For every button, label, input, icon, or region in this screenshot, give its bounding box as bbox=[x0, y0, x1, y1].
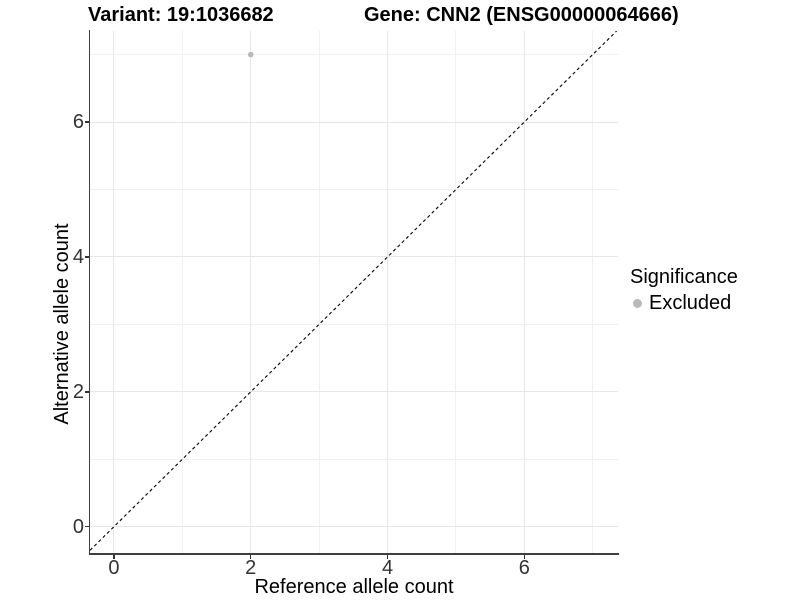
horizontal-gridline bbox=[90, 188, 618, 190]
legend-items: Excluded bbox=[630, 292, 738, 315]
x-axis-title: Reference allele count bbox=[254, 576, 454, 598]
horizontal-gridline bbox=[90, 458, 618, 460]
y-tick-label: 0 bbox=[72, 515, 84, 538]
legend-item: Excluded bbox=[630, 292, 738, 315]
y-tick-label: 4 bbox=[72, 245, 84, 268]
x-axis-tick bbox=[249, 554, 252, 559]
vertical-gridline bbox=[523, 31, 525, 553]
horizontal-gridline bbox=[90, 323, 618, 325]
horizontal-gridline bbox=[90, 121, 618, 123]
legend-title: Significance bbox=[630, 266, 738, 288]
legend-item-label: Excluded bbox=[649, 292, 732, 314]
vertical-gridline bbox=[113, 31, 115, 553]
y-axis-tick bbox=[84, 256, 89, 258]
x-tick-label: 2 bbox=[245, 557, 257, 579]
y-tick-label: 2 bbox=[72, 380, 84, 403]
x-tick-label: 4 bbox=[381, 557, 394, 579]
legend-point-icon bbox=[633, 299, 642, 308]
plot-title-gene: Gene: CNN2 (ENSG00000064666) bbox=[364, 4, 679, 26]
y-axis-line bbox=[88, 30, 90, 555]
y-axis-tick bbox=[84, 121, 89, 123]
x-axis-line bbox=[88, 553, 619, 555]
vertical-gridline bbox=[592, 31, 594, 553]
data-point-excluded bbox=[247, 51, 254, 58]
vertical-gridline bbox=[455, 31, 457, 553]
plot-title-variant: Variant: 19:1036682 bbox=[88, 4, 274, 26]
x-axis-tick bbox=[523, 554, 526, 559]
horizontal-gridline bbox=[90, 256, 618, 258]
vertical-gridline bbox=[387, 31, 388, 553]
legend: Significance Excluded bbox=[630, 266, 738, 315]
x-axis-tick bbox=[113, 554, 115, 559]
vertical-gridline bbox=[318, 31, 320, 553]
x-tick-label: 6 bbox=[518, 557, 530, 579]
y-axis-tick bbox=[84, 525, 89, 528]
plot-panel bbox=[90, 31, 618, 553]
plot-canvas bbox=[90, 31, 618, 551]
x-axis-tick bbox=[386, 554, 389, 559]
horizontal-gridline bbox=[90, 391, 618, 393]
y-tick-label: 6 bbox=[72, 111, 84, 134]
vertical-gridline bbox=[250, 31, 252, 553]
vertical-gridline bbox=[181, 31, 183, 553]
x-tick-label: 0 bbox=[108, 557, 120, 579]
horizontal-gridline bbox=[90, 526, 618, 528]
y-axis-tick bbox=[84, 391, 89, 393]
horizontal-gridline bbox=[90, 54, 618, 56]
identity-dashed-line bbox=[90, 31, 618, 551]
y-axis-title: Alternative allele count bbox=[51, 223, 73, 425]
